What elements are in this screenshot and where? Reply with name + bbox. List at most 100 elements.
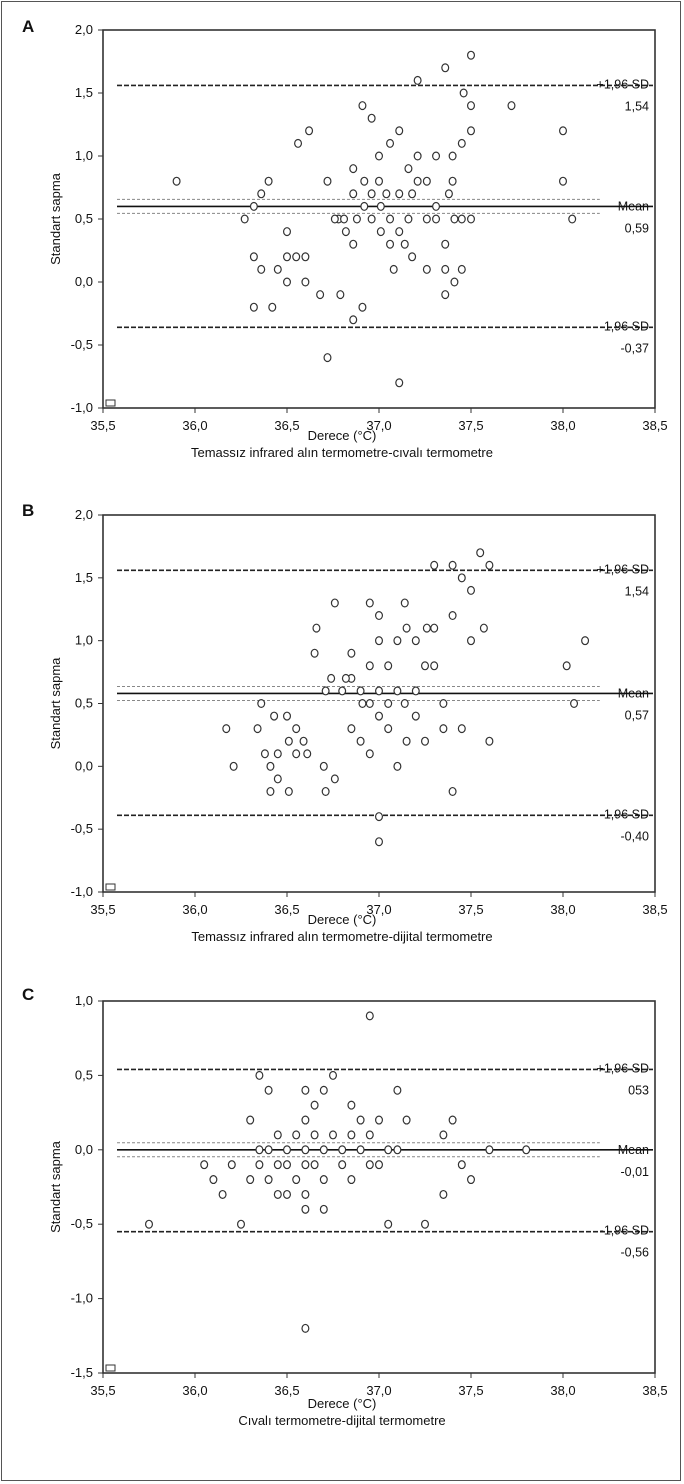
data-point <box>316 290 325 300</box>
plot-area <box>102 1000 656 1374</box>
data-point <box>395 189 404 199</box>
data-point <box>562 661 571 671</box>
data-point <box>283 1145 292 1155</box>
data-point <box>408 189 417 199</box>
mean-label: Mean <box>618 1143 649 1157</box>
data-point <box>200 1160 209 1170</box>
data-point <box>329 1070 338 1080</box>
data-point <box>411 711 420 721</box>
data-point <box>413 75 422 85</box>
data-point <box>301 1115 310 1125</box>
data-point <box>365 1011 374 1021</box>
data-point <box>457 573 466 583</box>
chart-svg: A -1,0 -0,5 0,0 0,5 1,0 1,5 2,0 35,5 36,0 36,5 37,0… <box>22 17 668 460</box>
data-point <box>319 761 328 771</box>
data-point <box>384 1219 393 1229</box>
data-point <box>222 724 231 734</box>
data-point <box>411 636 420 646</box>
data-point <box>237 1219 246 1229</box>
data-point <box>467 50 476 60</box>
data-point <box>310 648 319 658</box>
panel-label: C <box>22 985 34 1004</box>
x-tick-label: 38,5 <box>642 902 667 917</box>
data-point <box>375 1115 384 1125</box>
data-point <box>568 214 577 224</box>
data-point <box>393 761 402 771</box>
data-point <box>327 673 336 683</box>
data-point <box>522 1145 531 1155</box>
data-point <box>145 1219 154 1229</box>
lower-limit-label: -1,96 SD <box>600 1224 649 1238</box>
x-tick-label: 35,5 <box>90 418 115 433</box>
data-point <box>358 699 367 709</box>
data-point <box>319 1085 328 1095</box>
data-point <box>507 101 516 111</box>
y-tick-label: 2,0 <box>75 507 93 522</box>
data-point <box>257 189 266 199</box>
data-point <box>375 1160 384 1170</box>
data-point <box>422 214 431 224</box>
data-point <box>467 1175 476 1185</box>
data-point <box>260 749 269 759</box>
data-point <box>450 277 459 287</box>
data-point <box>336 290 345 300</box>
data-point <box>570 699 579 709</box>
data-point <box>301 1160 310 1170</box>
data-point <box>365 1160 374 1170</box>
y-tick-label: 0,0 <box>75 758 93 773</box>
data-point <box>393 686 402 696</box>
x-axis-label: Derece (°C) <box>308 428 377 443</box>
x-axis-label: Derece (°C) <box>308 912 377 927</box>
data-point <box>404 164 413 174</box>
lower-limit-label: -1,96 SD <box>600 319 649 333</box>
data-point <box>479 623 488 633</box>
data-point <box>283 1189 292 1199</box>
data-point <box>448 786 457 796</box>
data-point <box>270 711 279 721</box>
data-point <box>349 315 358 325</box>
upper-limit-label: +1,96 SD <box>597 1061 649 1075</box>
data-point <box>253 724 262 734</box>
data-point <box>283 227 292 237</box>
data-point <box>321 686 330 696</box>
data-point <box>384 724 393 734</box>
x-tick-label: 36,0 <box>182 902 207 917</box>
chart-subtitle: Cıvalı termometre-dijital termometre <box>238 1413 445 1428</box>
chart-panel-a: A -1,0 -0,5 0,0 0,5 1,0 1,5 2,0 35,5 36,0 36,5 37,0… <box>0 0 684 484</box>
upper-limit-value: 1,54 <box>625 584 649 598</box>
y-axis-label: Standart sapma <box>48 172 63 265</box>
x-tick-label: 37,5 <box>458 1383 483 1398</box>
x-tick-label: 37,0 <box>366 902 391 917</box>
data-point <box>375 636 384 646</box>
data-point <box>467 585 476 595</box>
panel-label: B <box>22 501 34 520</box>
data-point <box>257 264 266 274</box>
data-point <box>441 264 450 274</box>
data-point <box>264 1145 273 1155</box>
data-point <box>329 1130 338 1140</box>
data-point <box>349 239 358 249</box>
data-point <box>375 837 384 847</box>
x-tick-label: 36,5 <box>274 1383 299 1398</box>
data-point <box>246 1175 255 1185</box>
data-point <box>457 724 466 734</box>
data-point <box>393 1085 402 1095</box>
data-point <box>581 636 590 646</box>
data-point <box>432 214 441 224</box>
data-point <box>341 227 350 237</box>
data-point <box>365 699 374 709</box>
y-axis-label: Standart sapma <box>48 657 63 750</box>
data-point <box>255 1145 264 1155</box>
data-point <box>227 1160 236 1170</box>
data-point <box>422 176 431 186</box>
x-tick-label: 35,5 <box>90 1383 115 1398</box>
corner-mark <box>105 399 116 407</box>
data-point <box>356 736 365 746</box>
data-point <box>386 138 395 148</box>
data-point <box>338 686 347 696</box>
lower-limit-value: -0,56 <box>621 1246 650 1260</box>
data-point <box>356 1145 365 1155</box>
data-point <box>347 724 356 734</box>
data-point <box>404 214 413 224</box>
data-point <box>432 201 441 211</box>
